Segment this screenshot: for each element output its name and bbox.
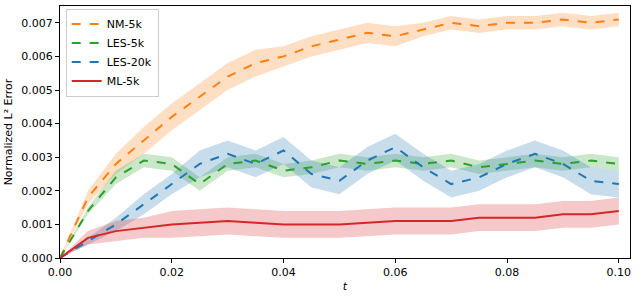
svg-text:0.02: 0.02 — [160, 266, 185, 279]
svg-text:Normalized L² Error: Normalized L² Error — [2, 78, 15, 185]
svg-text:0.007: 0.007 — [21, 17, 53, 30]
svg-text:0.04: 0.04 — [271, 266, 296, 279]
svg-text:0.003: 0.003 — [21, 151, 53, 164]
svg-text:0.10: 0.10 — [607, 266, 632, 279]
svg-text:0.004: 0.004 — [21, 117, 53, 130]
svg-text:0.00: 0.00 — [48, 266, 73, 279]
svg-text:0.08: 0.08 — [495, 266, 520, 279]
svg-text:0.006: 0.006 — [21, 50, 53, 63]
svg-text:0.06: 0.06 — [383, 266, 408, 279]
svg-text:0.000: 0.000 — [21, 252, 53, 265]
svg-text:ML-5k: ML-5k — [107, 75, 140, 88]
svg-text:0.002: 0.002 — [21, 185, 53, 198]
svg-text:LES-5k: LES-5k — [107, 37, 145, 50]
svg-text:0.005: 0.005 — [21, 84, 53, 97]
svg-text:NM-5k: NM-5k — [107, 18, 143, 31]
svg-text:0.001: 0.001 — [21, 218, 53, 231]
svg-text:LES-20k: LES-20k — [107, 56, 152, 69]
svg-text:t: t — [343, 280, 348, 293]
